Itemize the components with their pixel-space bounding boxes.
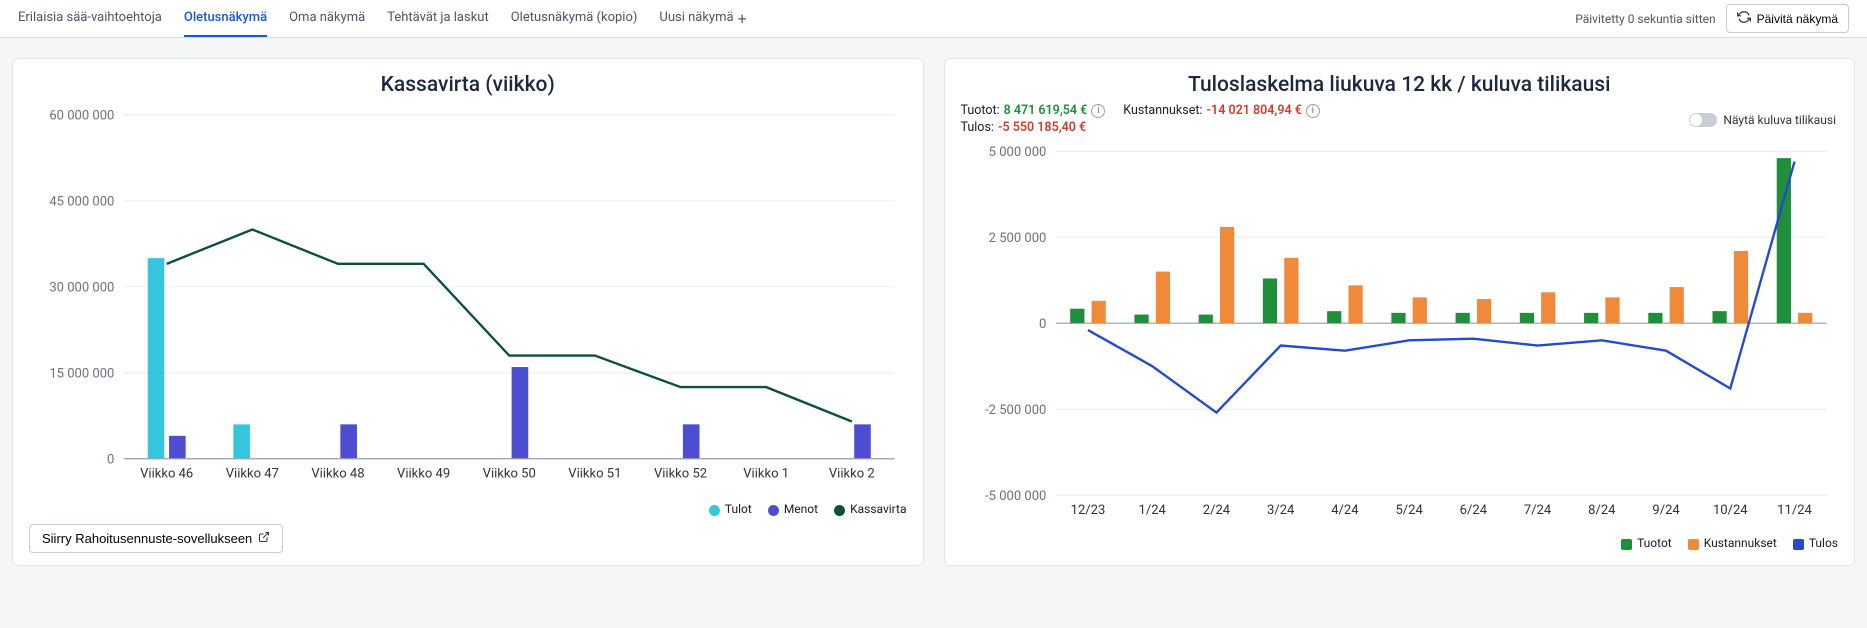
view-tab[interactable]: Erilaisia sää-vaihtoehtoja (18, 0, 162, 37)
view-tab[interactable]: Tehtävät ja laskut (387, 0, 489, 37)
view-tab[interactable]: Oletusnäkymä (184, 0, 267, 37)
view-tab[interactable]: Oletusnäkymä (kopio) (511, 0, 638, 37)
legend-item: Tulos (1793, 536, 1838, 550)
svg-text:-2 500 000: -2 500 000 (985, 403, 1046, 418)
svg-text:30 000 000: 30 000 000 (49, 281, 114, 296)
svg-text:-5 000 000: -5 000 000 (985, 489, 1046, 504)
summary-tulos-label: Tulos: (961, 120, 994, 135)
open-forecast-label: Siirry Rahoitusennuste-sovellukseen (42, 531, 252, 546)
svg-text:2/24: 2/24 (1202, 503, 1230, 518)
svg-text:1/24: 1/24 (1138, 503, 1166, 518)
summary-tuotot-label: Tuotot: (961, 103, 1000, 118)
svg-text:Viikko 52: Viikko 52 (654, 467, 707, 482)
legend-item: Kassavirta (834, 502, 906, 516)
view-tab[interactable]: Uusi näkymä (659, 0, 733, 37)
legend-item: Menot (768, 502, 818, 516)
svg-text:Viikko 46: Viikko 46 (140, 467, 193, 482)
open-forecast-button[interactable]: Siirry Rahoitusennuste-sovellukseen (29, 524, 283, 553)
legend-item: Kustannukset (1688, 536, 1777, 550)
svg-text:Viikko 47: Viikko 47 (226, 467, 279, 482)
svg-text:5 000 000: 5 000 000 (988, 145, 1046, 160)
add-view-button[interactable]: + (734, 9, 751, 28)
income-title: Tuloslaskelma liukuva 12 kk / kuluva til… (961, 73, 1839, 97)
toggle-switch[interactable] (1689, 113, 1717, 127)
svg-text:45 000 000: 45 000 000 (49, 195, 114, 210)
summary-tulos-value: -5 550 185,40 € (998, 120, 1086, 135)
income-card: Tuloslaskelma liukuva 12 kk / kuluva til… (944, 58, 1856, 566)
svg-text:Viikko 1: Viikko 1 (743, 467, 789, 482)
svg-text:3/24: 3/24 (1266, 503, 1294, 518)
info-icon[interactable]: i (1091, 104, 1105, 118)
svg-text:9/24: 9/24 (1652, 503, 1680, 518)
summary-tuotot-value: 8 471 619,54 € (1004, 103, 1088, 118)
svg-text:Viikko 51: Viikko 51 (568, 467, 621, 482)
refresh-button[interactable]: Päivitä näkymä (1726, 4, 1849, 33)
svg-text:2 500 000: 2 500 000 (988, 231, 1046, 246)
svg-text:10/24: 10/24 (1712, 503, 1747, 518)
svg-text:8/24: 8/24 (1588, 503, 1616, 518)
svg-text:0: 0 (1039, 317, 1046, 332)
legend-item: Tuotot (1621, 536, 1672, 550)
income-legend: Tuotot Kustannukset Tulos (961, 536, 1839, 550)
toggle-label: Näytä kuluva tilikausi (1723, 113, 1836, 127)
svg-text:Viikko 2: Viikko 2 (829, 467, 875, 482)
svg-text:6/24: 6/24 (1459, 503, 1487, 518)
svg-text:4/24: 4/24 (1331, 503, 1359, 518)
svg-text:60 000 000: 60 000 000 (49, 109, 114, 124)
cashflow-chart: 0 15 000 000 30 000 000 45 000 000 60 000 00… (29, 103, 907, 494)
refresh-label: Päivitä näkymä (1757, 12, 1838, 26)
external-link-icon (258, 531, 270, 546)
svg-text:Viikko 50: Viikko 50 (483, 467, 536, 482)
svg-text:11/24: 11/24 (1777, 503, 1812, 518)
svg-text:7/24: 7/24 (1523, 503, 1551, 518)
view-tabbar: Erilaisia sää-vaihtoehtoja Oletusnäkymä Om… (0, 0, 1867, 38)
info-icon[interactable]: i (1306, 104, 1320, 118)
svg-text:5/24: 5/24 (1395, 503, 1423, 518)
cashflow-card: Kassavirta (viikko) 0 15 000 000 30 000 00… (12, 58, 924, 566)
cashflow-legend: Tulot Menot Kassavirta (29, 502, 907, 516)
svg-text:Viikko 48: Viikko 48 (311, 467, 364, 482)
view-tabs: Erilaisia sää-vaihtoehtoja Oletusnäkymä Om… (18, 0, 734, 37)
cashflow-title: Kassavirta (viikko) (29, 73, 907, 97)
refresh-icon (1737, 10, 1751, 27)
view-tab[interactable]: Oma näkymä (289, 0, 365, 37)
svg-text:0: 0 (107, 452, 114, 467)
svg-text:12/23: 12/23 (1070, 503, 1105, 518)
toggle-fiscal-year[interactable]: Näytä kuluva tilikausi (1689, 113, 1836, 127)
legend-item: Tulot (709, 502, 752, 516)
svg-text:15 000 000: 15 000 000 (49, 367, 114, 382)
income-chart: -5 000 000 -2 500 000 0 2 500 000 5 000 000 1… (961, 137, 1839, 528)
updated-text: Päivitetty 0 sekuntia sitten (1575, 12, 1715, 26)
summary-kust-label: Kustannukset: (1123, 103, 1202, 118)
svg-text:Viikko 49: Viikko 49 (397, 467, 450, 482)
summary-kust-value: -14 021 804,94 € (1206, 103, 1301, 118)
